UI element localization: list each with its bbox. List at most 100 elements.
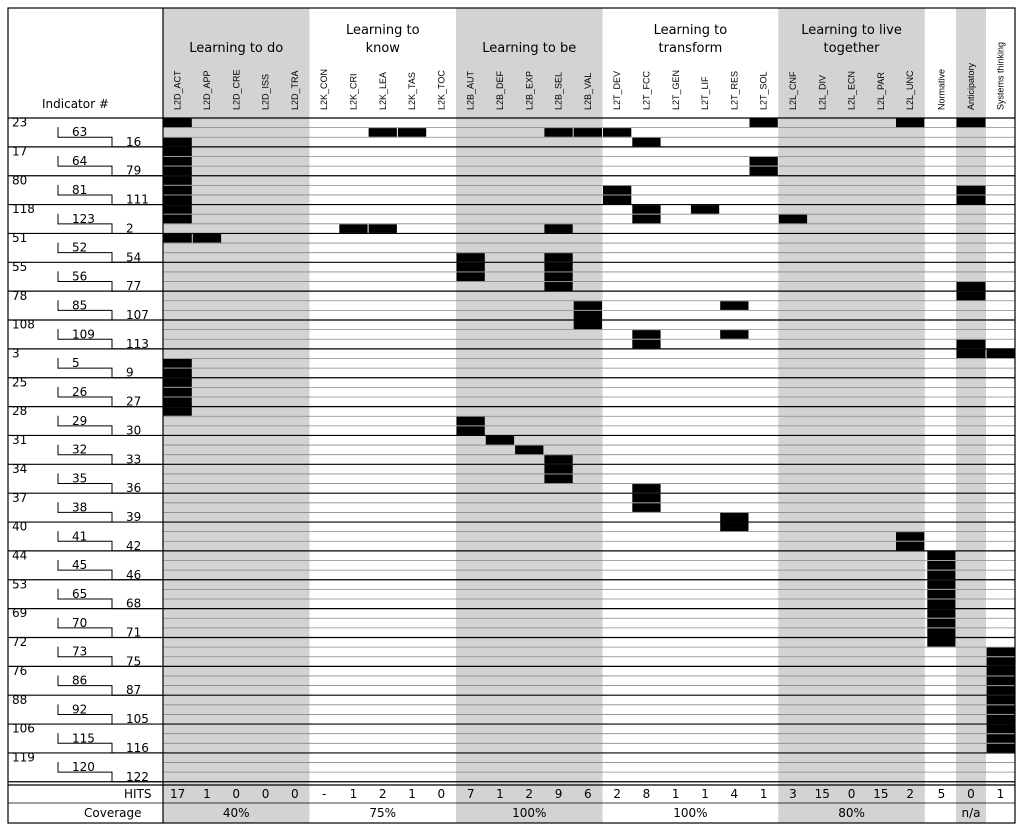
outer-border xyxy=(7,7,1016,824)
column-label: L2D_TRA xyxy=(290,70,300,110)
indicator-label: 30 xyxy=(126,423,141,437)
hits-value: 0 xyxy=(848,787,856,801)
column-label: L2T_SOL xyxy=(759,71,769,110)
coverage-value: 80% xyxy=(838,806,865,820)
hits-label: HITS xyxy=(124,787,152,801)
hit-cell xyxy=(368,224,397,233)
hits-value: 1 xyxy=(997,787,1005,801)
hit-cell xyxy=(986,349,1015,358)
hit-cell xyxy=(163,233,192,243)
indicator-label: 71 xyxy=(126,625,141,639)
hits-value: 5 xyxy=(938,787,946,801)
indicator-label: 77 xyxy=(126,279,141,293)
hits-value: 1 xyxy=(203,787,211,801)
hit-cell xyxy=(986,686,1015,695)
hits-value: 0 xyxy=(291,787,299,801)
column-label: L2T_GEN xyxy=(671,70,681,110)
hits-value: 2 xyxy=(613,787,621,801)
hits-value: 9 xyxy=(555,787,563,801)
hit-cell xyxy=(720,522,749,532)
hit-cell xyxy=(632,214,661,224)
group-title: Learning to be xyxy=(482,41,576,56)
hit-cell xyxy=(544,474,573,484)
hits-value: 0 xyxy=(232,787,240,801)
group-band-4 xyxy=(778,8,925,823)
hit-cell xyxy=(163,205,192,214)
hits-value: 15 xyxy=(873,787,888,801)
hit-cell xyxy=(163,147,192,156)
indicator-label: 92 xyxy=(72,702,87,716)
hit-cell xyxy=(749,118,778,128)
hit-cell xyxy=(927,561,956,570)
hit-cell xyxy=(544,262,573,272)
hit-cell xyxy=(163,378,192,387)
hit-cell xyxy=(896,118,925,128)
indicator-label: 76 xyxy=(12,664,27,678)
indicator-label: 29 xyxy=(72,414,87,428)
hit-cell xyxy=(485,435,515,445)
hit-cell xyxy=(163,156,192,166)
column-label: L2K_CON xyxy=(319,69,329,110)
hits-value: 1 xyxy=(350,787,358,801)
coverage-value: 100% xyxy=(673,806,707,820)
hit-cell xyxy=(456,416,485,426)
hits-value: 1 xyxy=(672,787,680,801)
hits-value: 1 xyxy=(760,787,768,801)
hit-cell xyxy=(163,137,192,147)
hit-cell xyxy=(544,455,573,464)
hit-cell xyxy=(956,195,986,205)
hits-value: 2 xyxy=(525,787,533,801)
hit-cell xyxy=(163,185,192,195)
hits-value: 4 xyxy=(731,787,739,801)
indicator-label: 106 xyxy=(12,722,35,736)
hit-cell xyxy=(749,156,778,166)
indicator-label: 9 xyxy=(126,366,134,380)
hit-cell xyxy=(927,570,956,580)
indicator-label: 88 xyxy=(12,693,27,707)
indicator-label: 25 xyxy=(12,375,27,389)
column-label: L2B_VAL xyxy=(583,73,593,110)
row-lines xyxy=(8,117,1015,783)
hits-value: - xyxy=(322,787,326,801)
indicator-label: 79 xyxy=(126,164,141,178)
hit-cell xyxy=(632,339,661,349)
indicator-label: 85 xyxy=(72,298,87,312)
column-label: L2L_PAR xyxy=(876,72,886,110)
hit-cell xyxy=(896,541,925,551)
hit-cell xyxy=(163,214,192,224)
column-label: L2K_CRI xyxy=(348,73,358,110)
hit-cell xyxy=(720,330,749,339)
column-label: L2K_TAS xyxy=(407,72,417,110)
indicator-label: 122 xyxy=(126,770,149,784)
group-title: Learning to know xyxy=(346,23,420,56)
hits-value: 8 xyxy=(643,787,651,801)
hit-cell xyxy=(749,166,778,176)
hit-cell xyxy=(632,503,661,512)
indicator-label: 73 xyxy=(72,645,87,659)
hit-cell xyxy=(927,618,956,628)
hit-cell xyxy=(927,628,956,637)
hit-cell xyxy=(544,272,573,282)
hit-cell xyxy=(956,349,986,358)
hit-cell xyxy=(986,647,1015,657)
hit-cell xyxy=(544,282,573,291)
hit-cell xyxy=(956,291,986,301)
indicator-label: 108 xyxy=(12,318,35,332)
indicator-label: 3 xyxy=(12,347,20,361)
hits-value: 2 xyxy=(379,787,387,801)
hits-value: 3 xyxy=(789,787,797,801)
indicator-label: 39 xyxy=(126,510,141,524)
column-label: L2L_DIV xyxy=(817,75,827,110)
hit-cell xyxy=(986,666,1015,676)
group-shading xyxy=(163,8,986,823)
indicator-label: 123 xyxy=(72,212,95,226)
hit-cell xyxy=(927,589,956,599)
indicator-header: Indicator # xyxy=(42,97,109,111)
hit-cell xyxy=(986,657,1015,666)
indicator-label: 72 xyxy=(12,635,27,649)
column-label: L2L_CNF xyxy=(788,71,798,110)
hit-cell xyxy=(632,484,661,493)
indicator-label: 33 xyxy=(126,452,141,466)
indicator-label: 32 xyxy=(72,443,87,457)
indicator-label: 37 xyxy=(12,491,27,505)
